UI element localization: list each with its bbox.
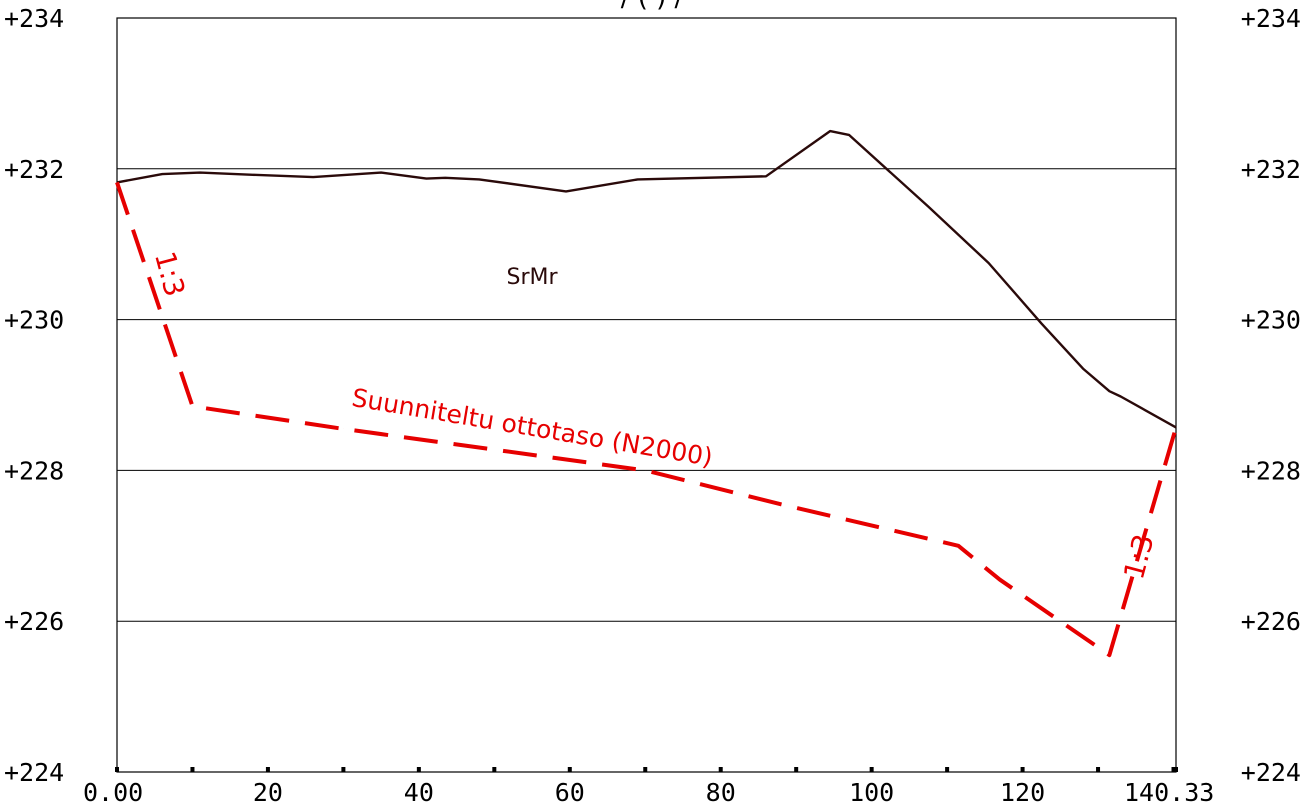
x-tick-label: 80 [706,778,736,805]
axis-layer [115,17,1178,773]
x-tick-mark [718,767,723,772]
soil-type-label: SrMr [507,265,559,290]
y-tick-label-right: +232 [1241,155,1301,184]
x-tick-mark [1020,767,1025,772]
y-tick-label-left: +230 [4,306,64,335]
x-tick-label: 60 [555,778,585,805]
x-tick-label: 120 [1000,778,1045,805]
y-tick-label-left: +232 [4,155,64,184]
x-tick-mark [643,767,648,772]
y-tick-label-left: +226 [4,607,64,636]
y-tick-label-left: +224 [4,758,64,787]
x-tick-mark [945,767,950,772]
x-tick-mark [1096,767,1101,772]
y-tick-label-right: +224 [1241,758,1301,787]
x-tick-mark [1171,767,1176,772]
series-layer [115,129,1178,658]
y-tick-label-right: +228 [1241,456,1301,485]
x-tick-mark [265,767,270,772]
y-tick-label-right: +226 [1241,607,1301,636]
y-tick-label-right: +230 [1241,306,1301,335]
x-tick-mark [567,767,572,772]
x-tick-mark [416,767,421,772]
x-tick-mark [794,767,799,772]
y-tick-label-left: +234 [4,4,64,33]
x-tick-mark [869,767,874,772]
x-tick-mark [190,767,195,772]
x-tick-label: 100 [849,778,894,805]
x-tick-label: 20 [253,778,283,805]
x-tick-label: 140.33 [1124,778,1214,805]
x-tick-mark [492,767,497,772]
top-label-fragment: / ( ) / [621,0,684,13]
x-tick-mark [115,767,119,772]
y-tick-label-right: +234 [1241,4,1301,33]
x-tick-label: 40 [404,778,434,805]
x-tick-mark [1174,767,1178,772]
y-tick-label-left: +228 [4,456,64,485]
x-tick-mark [341,767,346,772]
x-tick-label: 0.00 [83,778,143,805]
grid-layer [117,168,1176,622]
